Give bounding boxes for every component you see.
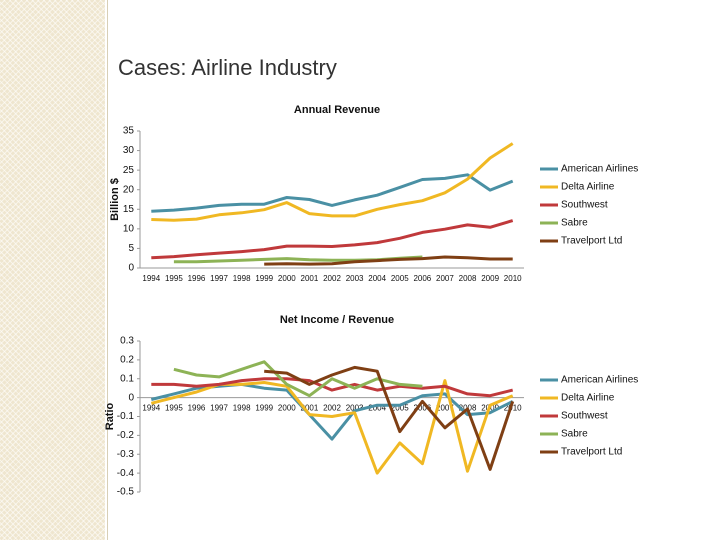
y-tick-label: 15 xyxy=(123,204,135,215)
y-tick-label: 35 xyxy=(123,126,135,137)
y-tick-label: -0.5 xyxy=(117,487,135,498)
x-tick-label: 2002 xyxy=(323,274,341,283)
legend-label: Travelport Ltd xyxy=(561,447,622,458)
x-tick-label: 2009 xyxy=(481,274,499,283)
x-tick-label: 1994 xyxy=(142,274,160,283)
y-tick-label: 10 xyxy=(123,223,135,234)
decor-rule xyxy=(107,0,108,540)
x-tick-label: 1999 xyxy=(255,274,273,283)
series-line xyxy=(264,365,515,471)
slide-title: Cases: Airline Industry xyxy=(118,55,337,80)
legend-label: Travelport Ltd xyxy=(561,236,622,247)
series-line xyxy=(151,219,514,260)
y-tick-label: 0.2 xyxy=(120,355,134,366)
decor-strip xyxy=(0,0,105,540)
x-tick-label: 2004 xyxy=(368,404,386,413)
x-tick-label: 2010 xyxy=(504,274,522,283)
x-tick-label: 1996 xyxy=(188,404,206,413)
x-tick-label: 2005 xyxy=(391,404,409,413)
x-tick-label: 1995 xyxy=(165,274,183,283)
x-tick-label: 2006 xyxy=(413,274,431,283)
series-line xyxy=(151,142,514,222)
x-tick-label: 1997 xyxy=(210,404,228,413)
series-line xyxy=(264,255,513,266)
x-tick-label: 2001 xyxy=(301,404,319,413)
series-line xyxy=(150,379,514,475)
y-tick-label: 0.3 xyxy=(120,336,134,347)
x-tick-label: 1997 xyxy=(210,274,228,283)
legend-label: Delta Airline xyxy=(561,182,615,193)
y-axis-label: Billion $ xyxy=(109,178,121,221)
x-tick-label: 1998 xyxy=(233,404,251,413)
chart-title: Net Income / Revenue xyxy=(280,314,394,326)
x-tick-label: 2000 xyxy=(278,404,296,413)
x-tick-label: 2007 xyxy=(436,274,454,283)
y-tick-label: 20 xyxy=(123,184,135,195)
x-tick-label: 1996 xyxy=(188,274,206,283)
x-tick-label: 2006 xyxy=(413,404,431,413)
x-tick-label: 1995 xyxy=(165,404,183,413)
y-tick-label: 5 xyxy=(128,243,134,254)
y-tick-label: 0 xyxy=(128,392,134,403)
legend-label: Sabre xyxy=(561,429,588,440)
x-tick-label: 2008 xyxy=(459,274,477,283)
legend-label: Southwest xyxy=(561,200,608,211)
x-tick-label: 2010 xyxy=(504,404,522,413)
x-tick-label: 2000 xyxy=(278,274,296,283)
series-line xyxy=(151,377,514,398)
series-line xyxy=(151,173,514,213)
y-tick-label: 0.1 xyxy=(120,373,134,384)
y-tick-label: -0.3 xyxy=(117,449,135,460)
x-tick-label: 1994 xyxy=(142,404,160,413)
y-tick-label: -0.4 xyxy=(117,468,135,479)
x-tick-label: 2001 xyxy=(301,274,319,283)
y-tick-label: 0 xyxy=(128,263,134,274)
legend-label: Southwest xyxy=(561,411,608,422)
legend-label: American Airlines xyxy=(561,375,638,386)
x-tick-label: 2005 xyxy=(391,274,409,283)
x-tick-label: 2003 xyxy=(346,404,364,413)
y-tick-label: -0.2 xyxy=(117,430,135,441)
y-tick-label: 25 xyxy=(123,165,135,176)
legend-label: Sabre xyxy=(561,218,588,229)
y-tick-label: 30 xyxy=(123,145,135,156)
x-tick-label: 2007 xyxy=(436,404,454,413)
y-axis-label: Ratio xyxy=(104,402,116,430)
legend-label: American Airlines xyxy=(561,164,638,175)
x-tick-label: 1998 xyxy=(233,274,251,283)
x-tick-label: 1999 xyxy=(255,404,273,413)
x-tick-label: 2003 xyxy=(346,274,364,283)
y-tick-label: -0.1 xyxy=(117,411,135,422)
x-tick-label: 2002 xyxy=(323,404,341,413)
x-tick-label: 2004 xyxy=(368,274,386,283)
chart-title: Annual Revenue xyxy=(294,104,380,116)
legend-label: Delta Airline xyxy=(561,393,615,404)
